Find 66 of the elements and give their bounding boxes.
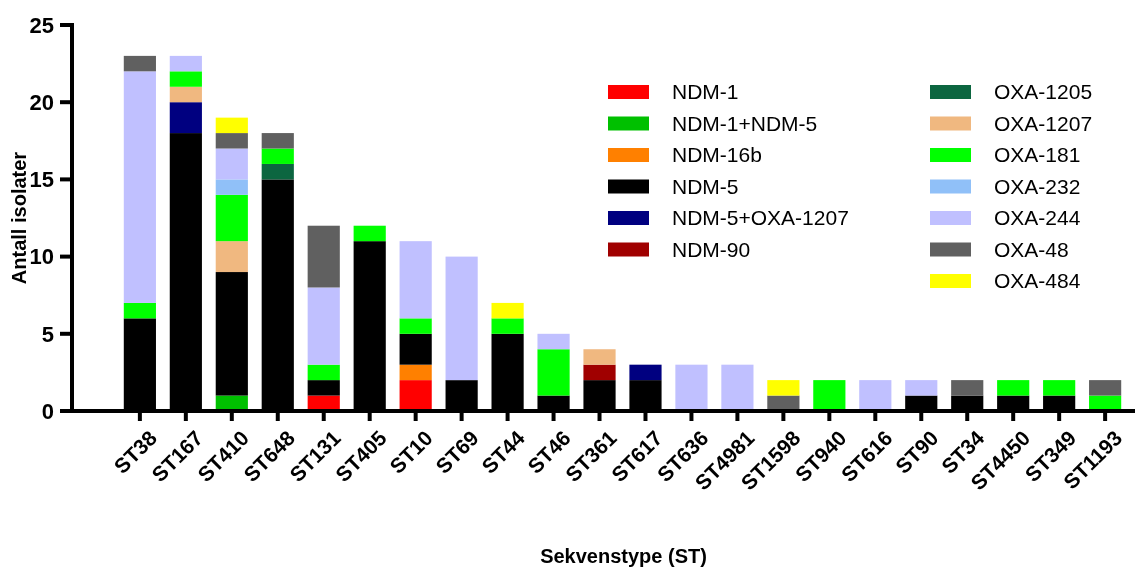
bar <box>675 364 708 411</box>
bar <box>951 380 984 396</box>
bar <box>1089 380 1122 396</box>
y-axis-title: Antall isolater <box>8 151 30 285</box>
bar <box>905 380 938 396</box>
bar <box>215 241 248 273</box>
bar <box>813 380 846 411</box>
bar <box>123 71 156 303</box>
y-tick-label: 20 <box>29 89 54 115</box>
bar <box>491 318 524 334</box>
bar <box>399 333 432 365</box>
bar <box>169 55 202 72</box>
bar <box>215 194 248 242</box>
legend-label: NDM-16b <box>672 143 762 167</box>
bar <box>215 117 248 134</box>
bar <box>1043 380 1076 396</box>
bar <box>353 225 386 242</box>
bar <box>859 380 892 411</box>
bar <box>307 287 340 365</box>
y-tick-label: 25 <box>29 12 54 38</box>
legend-label: NDM-1 <box>672 80 739 104</box>
bar <box>123 302 156 319</box>
bar <box>997 380 1030 396</box>
bar <box>399 380 432 411</box>
bar <box>583 364 616 381</box>
bar <box>399 364 432 381</box>
bar <box>629 364 662 381</box>
bar <box>215 133 248 149</box>
bar <box>537 333 570 350</box>
legend-label: OXA-1207 <box>994 111 1093 135</box>
bar <box>123 55 156 72</box>
bar <box>261 148 294 164</box>
bar <box>215 179 248 195</box>
legend-label: OXA-232 <box>994 174 1081 198</box>
bar <box>445 256 478 381</box>
bar <box>307 380 340 396</box>
bar <box>169 102 202 134</box>
legend-label: OXA-244 <box>994 206 1081 230</box>
bar <box>169 71 202 87</box>
y-tick-label: 10 <box>29 244 54 270</box>
bar <box>399 318 432 334</box>
legend-label: NDM-5+OXA-1207 <box>672 206 849 230</box>
bar <box>583 349 616 365</box>
bar <box>399 241 432 319</box>
y-tick-label: 0 <box>41 398 54 424</box>
bar <box>721 364 754 411</box>
bar <box>169 86 202 103</box>
y-tick-label: 15 <box>29 167 54 193</box>
legend-label: OXA-1205 <box>994 80 1093 104</box>
legend-label: NDM-90 <box>672 237 751 261</box>
legend-label: OXA-48 <box>994 237 1069 261</box>
legend-label: OXA-181 <box>994 143 1081 167</box>
bar <box>767 380 800 396</box>
bar <box>215 272 248 396</box>
x-axis-title: Sekvenstype (ST) <box>540 545 707 567</box>
bar <box>491 302 524 319</box>
legend-label: NDM-5 <box>672 174 739 198</box>
y-tick-label: 5 <box>41 321 54 347</box>
bar <box>261 133 294 149</box>
legend-label: OXA-484 <box>994 269 1081 293</box>
bar <box>261 163 294 180</box>
legend-label: NDM-1+NDM-5 <box>672 111 818 135</box>
bar <box>537 349 570 396</box>
bar <box>215 148 248 180</box>
bar <box>307 364 340 381</box>
bar <box>307 225 340 288</box>
